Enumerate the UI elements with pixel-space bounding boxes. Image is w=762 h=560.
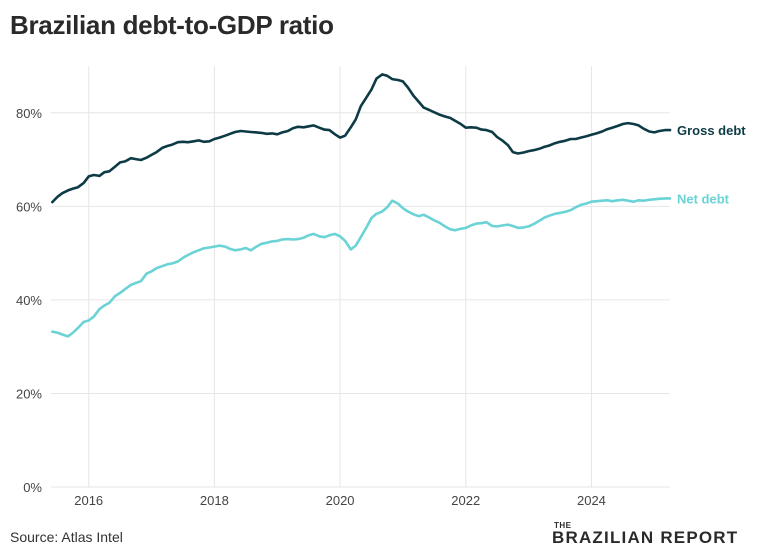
source-note: Source: Atlas Intel: [10, 529, 123, 545]
axis-labels: 2016 2018 2020 2022 2024 0% 20% 40% 60% 80%: [16, 106, 606, 508]
x-tick-label: 2020: [326, 493, 355, 508]
y-tick-label: 80%: [16, 106, 42, 121]
y-tick-label: 40%: [16, 293, 42, 308]
brand-prefix: THE: [554, 521, 572, 530]
series-lines: [50, 73, 672, 338]
net-debt-line: [50, 197, 672, 338]
x-tick-label: 2024: [577, 493, 606, 508]
series-labels: Gross debt Net debt: [677, 123, 746, 206]
y-tick-label: 60%: [16, 199, 42, 214]
x-tick-label: 2022: [451, 493, 480, 508]
gross-debt-label: Gross debt: [677, 123, 746, 138]
gross-debt-line: [50, 73, 672, 204]
brand-name: BRAZILIAN REPORT: [552, 528, 739, 547]
chart-title: Brazilian debt-to-GDP ratio: [10, 10, 334, 40]
y-tick-label: 0%: [23, 480, 42, 495]
x-tick-label: 2016: [74, 493, 103, 508]
brand-logo: THE BRAZILIAN REPORT: [552, 521, 752, 553]
y-tick-label: 20%: [16, 386, 42, 401]
net-debt-label: Net debt: [677, 191, 730, 206]
x-tick-label: 2018: [200, 493, 229, 508]
